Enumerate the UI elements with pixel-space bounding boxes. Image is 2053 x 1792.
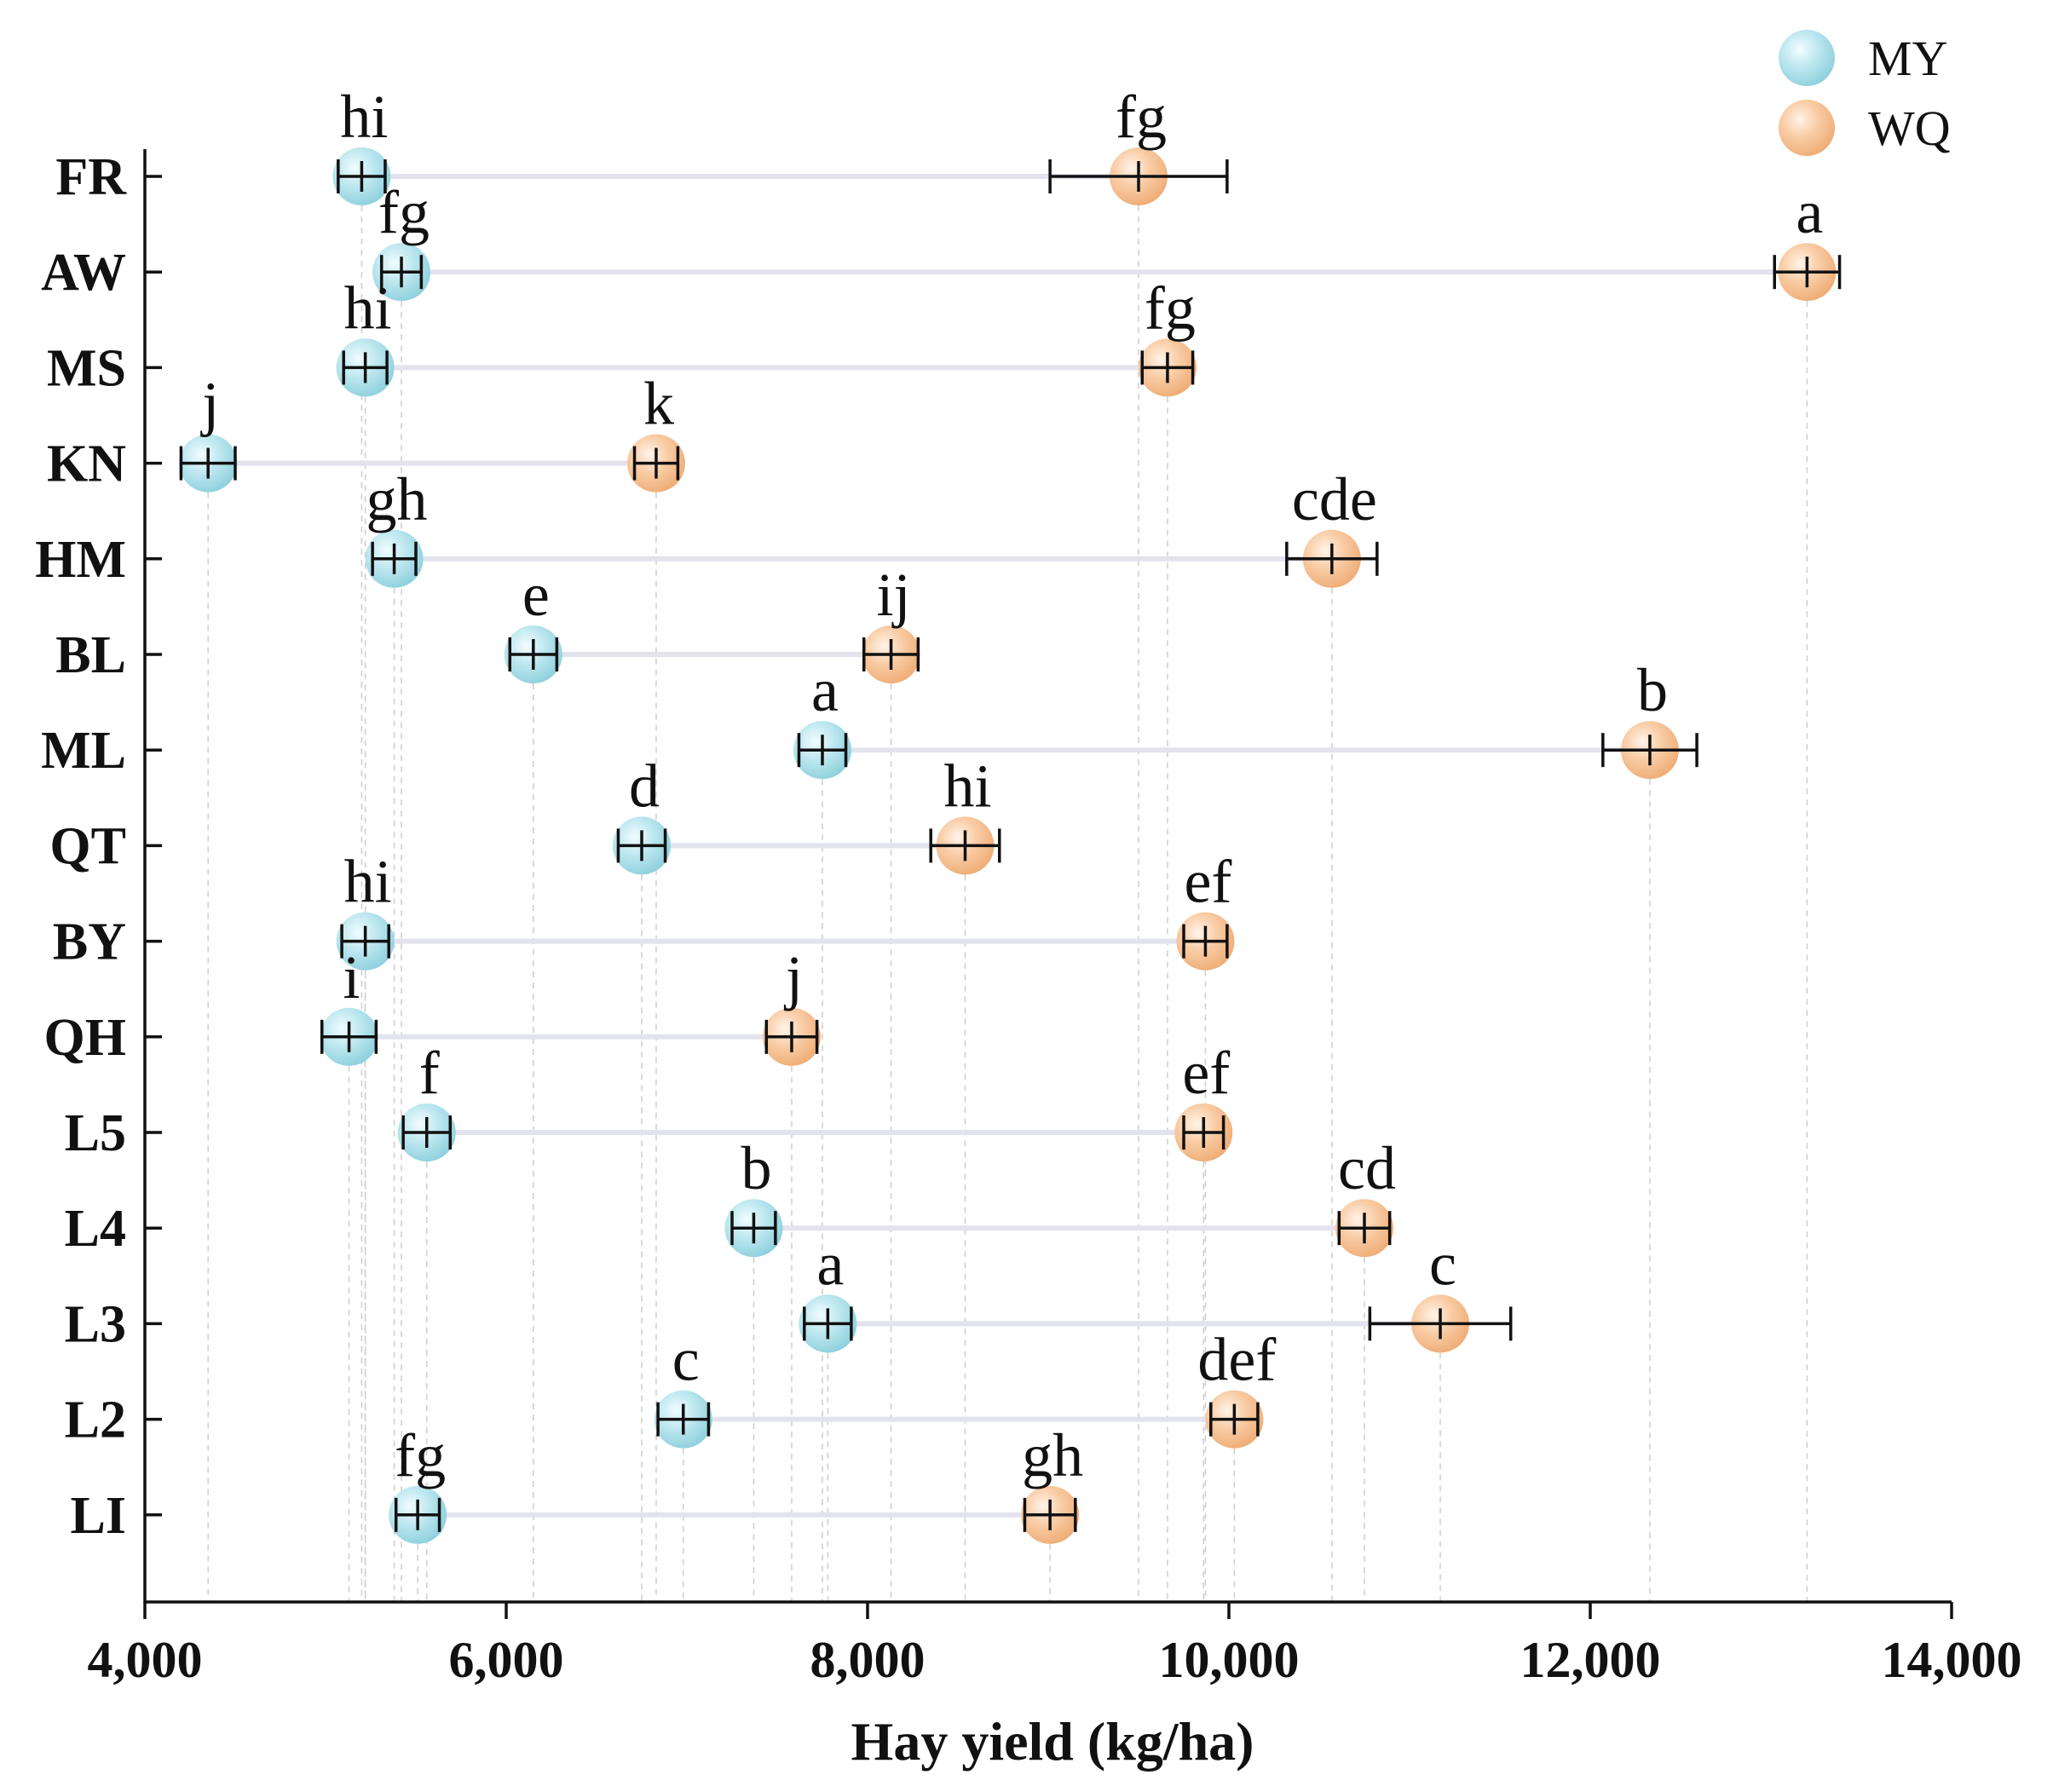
sig-label-my-l3: a	[816, 1230, 844, 1298]
sig-label-wq-ms: fg	[1145, 274, 1196, 342]
error-bar-my-ml	[797, 733, 848, 768]
x-tick-label-10000: 10,000	[1159, 1632, 1300, 1688]
error-bar-my-aw	[379, 255, 424, 290]
sig-label-my-fr: hi	[340, 83, 388, 151]
error-bar-my-fr	[337, 159, 387, 193]
category-label-qt: QT	[49, 817, 126, 875]
sig-label-wq-qt: hi	[943, 752, 991, 820]
sig-label-my-li: fg	[395, 1421, 446, 1489]
sig-label-my-qh: i	[343, 943, 360, 1011]
sig-label-my-ms: hi	[344, 274, 392, 342]
sig-label-my-by: hi	[344, 848, 392, 916]
error-bar-wq-aw	[1773, 255, 1842, 290]
sig-label-wq-bl: ij	[877, 561, 911, 629]
connector-lines-layer	[205, 174, 1810, 1518]
error-bar-wq-fr	[1048, 159, 1229, 193]
category-label-l4: L4	[65, 1200, 126, 1258]
category-label-l2: L2	[65, 1392, 126, 1449]
category-label-qh: QH	[44, 1009, 126, 1067]
sig-label-wq-qh: j	[783, 943, 803, 1011]
sig-label-wq-l2: def	[1197, 1326, 1276, 1394]
category-label-hm: HM	[35, 531, 126, 589]
error-bar-my-ms	[342, 350, 389, 385]
category-label-l3: L3	[65, 1295, 126, 1353]
error-bar-wq-ml	[1601, 733, 1698, 768]
error-bar-wq-hm	[1285, 541, 1379, 576]
error-bar-my-bl	[508, 637, 559, 671]
error-bar-my-l3	[803, 1306, 853, 1341]
guide-lines-layer	[207, 205, 1808, 1602]
sig-label-my-bl: e	[522, 561, 550, 629]
data-marks-layer	[179, 147, 1842, 1544]
sig-label-wq-aw: a	[1796, 178, 1823, 246]
sig-label-my-ml: a	[811, 656, 839, 724]
error-bar-my-by	[340, 924, 390, 959]
sig-label-my-l5: f	[419, 1039, 440, 1107]
category-label-ml: ML	[41, 722, 126, 780]
error-bar-wq-l5	[1182, 1115, 1225, 1150]
error-bar-my-l5	[401, 1115, 453, 1150]
sig-label-wq-l5: ef	[1182, 1039, 1230, 1107]
error-bar-wq-l3	[1368, 1306, 1513, 1341]
axes-layer: 4,000 6,000 8,000 10,000 12,000 14,000 FR AW MS K…	[35, 148, 2021, 1772]
x-axis-title: Hay yield (kg/ha)	[851, 1711, 1254, 1772]
error-bar-wq-ms	[1140, 350, 1195, 385]
legend: MY WQ	[1779, 30, 1951, 156]
error-bar-wq-li	[1023, 1497, 1077, 1532]
sig-label-my-l2: c	[672, 1326, 700, 1394]
error-bar-my-qt	[616, 828, 667, 863]
category-label-by: BY	[53, 913, 126, 971]
error-bar-wq-bl	[862, 637, 920, 671]
sig-label-wq-kn: k	[643, 370, 674, 438]
error-bar-my-qh	[320, 1019, 378, 1054]
sig-label-my-qt: d	[629, 752, 660, 820]
legend-label-my: MY	[1868, 31, 1947, 86]
sig-label-wq-ml: b	[1637, 656, 1668, 724]
error-bar-wq-by	[1182, 924, 1229, 959]
legend-label-wq: WQ	[1868, 101, 1951, 156]
category-label-fr: FR	[55, 148, 127, 206]
error-bar-my-li	[394, 1497, 441, 1532]
significance-labels-layer: hifghijgheadhiifbacfgfgafgkcdeijbhiefjef…	[199, 83, 1823, 1489]
sig-label-wq-hm: cde	[1292, 465, 1377, 533]
sig-label-wq-fr: fg	[1116, 83, 1167, 151]
error-bar-wq-kn	[632, 446, 680, 481]
legend-marker-wq	[1779, 100, 1835, 156]
error-bar-wq-l2	[1209, 1402, 1260, 1437]
error-bar-my-kn	[179, 446, 237, 481]
sig-label-wq-l3: c	[1429, 1230, 1456, 1298]
x-tick-label-8000: 8,000	[810, 1632, 926, 1688]
error-bar-wq-qh	[764, 1019, 819, 1054]
x-tick-label-6000: 6,000	[449, 1632, 564, 1688]
error-bar-my-l2	[656, 1402, 711, 1437]
sig-label-my-aw: fg	[378, 178, 430, 246]
x-tick-label-14000: 14,000	[1882, 1632, 2022, 1688]
category-label-l5: L5	[65, 1104, 126, 1162]
sig-label-wq-l4: cd	[1338, 1134, 1396, 1202]
category-label-kn: KN	[47, 435, 126, 493]
sig-label-wq-by: ef	[1184, 848, 1231, 916]
sig-label-my-kn: j	[199, 370, 219, 438]
sig-label-my-hm: gh	[366, 465, 428, 533]
legend-marker-my	[1779, 30, 1835, 86]
category-label-ms: MS	[47, 339, 126, 397]
error-bar-wq-l4	[1337, 1211, 1392, 1246]
sig-label-my-l4: b	[741, 1134, 771, 1202]
sig-label-wq-li: gh	[1022, 1421, 1083, 1489]
x-tick-label-12000: 12,000	[1520, 1632, 1661, 1688]
error-bar-my-l4	[730, 1211, 777, 1246]
category-label-li: LI	[71, 1487, 126, 1545]
error-bar-wq-qt	[929, 828, 1001, 863]
error-bar-my-hm	[371, 541, 418, 576]
category-label-bl: BL	[55, 626, 126, 684]
x-tick-label-4000: 4,000	[88, 1632, 203, 1688]
category-label-aw: AW	[41, 244, 126, 302]
